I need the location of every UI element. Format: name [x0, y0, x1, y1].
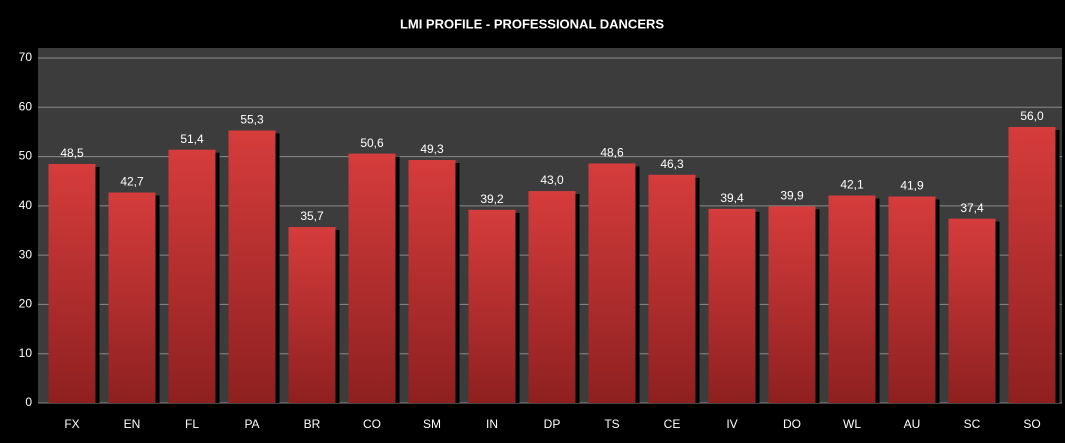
bar: [468, 209, 516, 403]
y-tick-label: 70: [19, 50, 33, 64]
bar: [588, 163, 636, 403]
bar: [528, 191, 576, 403]
x-tick-label: IN: [486, 417, 498, 431]
bar: [288, 227, 336, 403]
value-label: 42,7: [120, 175, 144, 189]
value-label: 49,3: [420, 142, 444, 156]
y-tick-label: 60: [19, 99, 33, 113]
bar: [168, 149, 216, 403]
x-tick-label: SM: [423, 417, 441, 431]
y-tick-label: 30: [19, 247, 33, 261]
x-tick-label: WL: [843, 417, 861, 431]
bar: [948, 218, 996, 403]
value-label: 39,9: [780, 189, 804, 203]
bar: [108, 192, 156, 403]
bar: [768, 206, 816, 403]
bar: [228, 130, 276, 403]
value-label: 39,2: [480, 192, 504, 206]
x-tick-label: TS: [604, 417, 619, 431]
value-label: 48,6: [600, 146, 624, 160]
value-label: 55,3: [240, 113, 264, 127]
bar: [888, 196, 936, 403]
value-label: 50,6: [360, 136, 384, 150]
value-label: 39,4: [720, 191, 744, 205]
bar: [48, 163, 96, 403]
y-tick-label: 50: [19, 149, 33, 163]
x-tick-label: EN: [124, 417, 141, 431]
y-tick-label: 10: [19, 346, 33, 360]
value-label: 51,4: [180, 132, 204, 146]
y-tick-label: 0: [25, 395, 32, 409]
x-tick-label: CE: [664, 417, 681, 431]
y-tick-label: 40: [19, 198, 33, 212]
x-tick-label: PA: [244, 417, 259, 431]
value-label: 42,1: [840, 178, 864, 192]
bar: [348, 153, 396, 403]
y-tick-label: 20: [19, 297, 33, 311]
bar: [1008, 127, 1056, 403]
x-tick-label: SC: [964, 417, 981, 431]
value-label: 35,7: [300, 209, 324, 223]
x-tick-label: SO: [1023, 417, 1040, 431]
x-tick-label: DP: [544, 417, 561, 431]
x-tick-label: FL: [185, 417, 199, 431]
x-tick-label: CO: [363, 417, 381, 431]
x-tick-label: AU: [904, 417, 921, 431]
value-label: 41,9: [900, 179, 924, 193]
bar: [708, 208, 756, 403]
value-label: 37,4: [960, 201, 984, 215]
bar: [408, 160, 456, 403]
x-tick-label: IV: [726, 417, 737, 431]
x-tick-label: BR: [304, 417, 321, 431]
value-label: 56,0: [1020, 109, 1044, 123]
chart-title: LMI PROFILE - PROFESSIONAL DANCERS: [400, 16, 664, 31]
value-label: 43,0: [540, 173, 564, 187]
x-tick-label: FX: [64, 417, 79, 431]
value-label: 48,5: [60, 146, 84, 160]
bar: [828, 195, 876, 403]
bar: [648, 174, 696, 403]
x-tick-label: DO: [783, 417, 801, 431]
value-label: 46,3: [660, 157, 684, 171]
